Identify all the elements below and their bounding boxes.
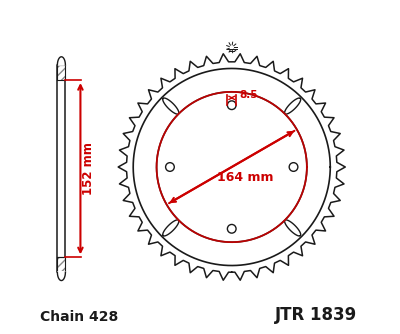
Bar: [57, 65, 65, 80]
Circle shape: [227, 101, 236, 110]
Text: 164 mm: 164 mm: [217, 171, 273, 183]
Polygon shape: [163, 220, 179, 236]
Bar: [57, 65, 65, 272]
Text: 152 mm: 152 mm: [82, 142, 96, 195]
Polygon shape: [285, 98, 301, 114]
Circle shape: [166, 163, 174, 171]
Text: 8.5: 8.5: [239, 90, 258, 100]
Circle shape: [289, 163, 298, 171]
Polygon shape: [163, 98, 179, 114]
Bar: [57, 257, 65, 272]
Polygon shape: [285, 220, 301, 236]
Text: Chain 428: Chain 428: [40, 310, 118, 324]
Polygon shape: [57, 272, 65, 281]
Circle shape: [227, 224, 236, 233]
Text: JTR 1839: JTR 1839: [275, 306, 357, 324]
Polygon shape: [57, 57, 65, 65]
